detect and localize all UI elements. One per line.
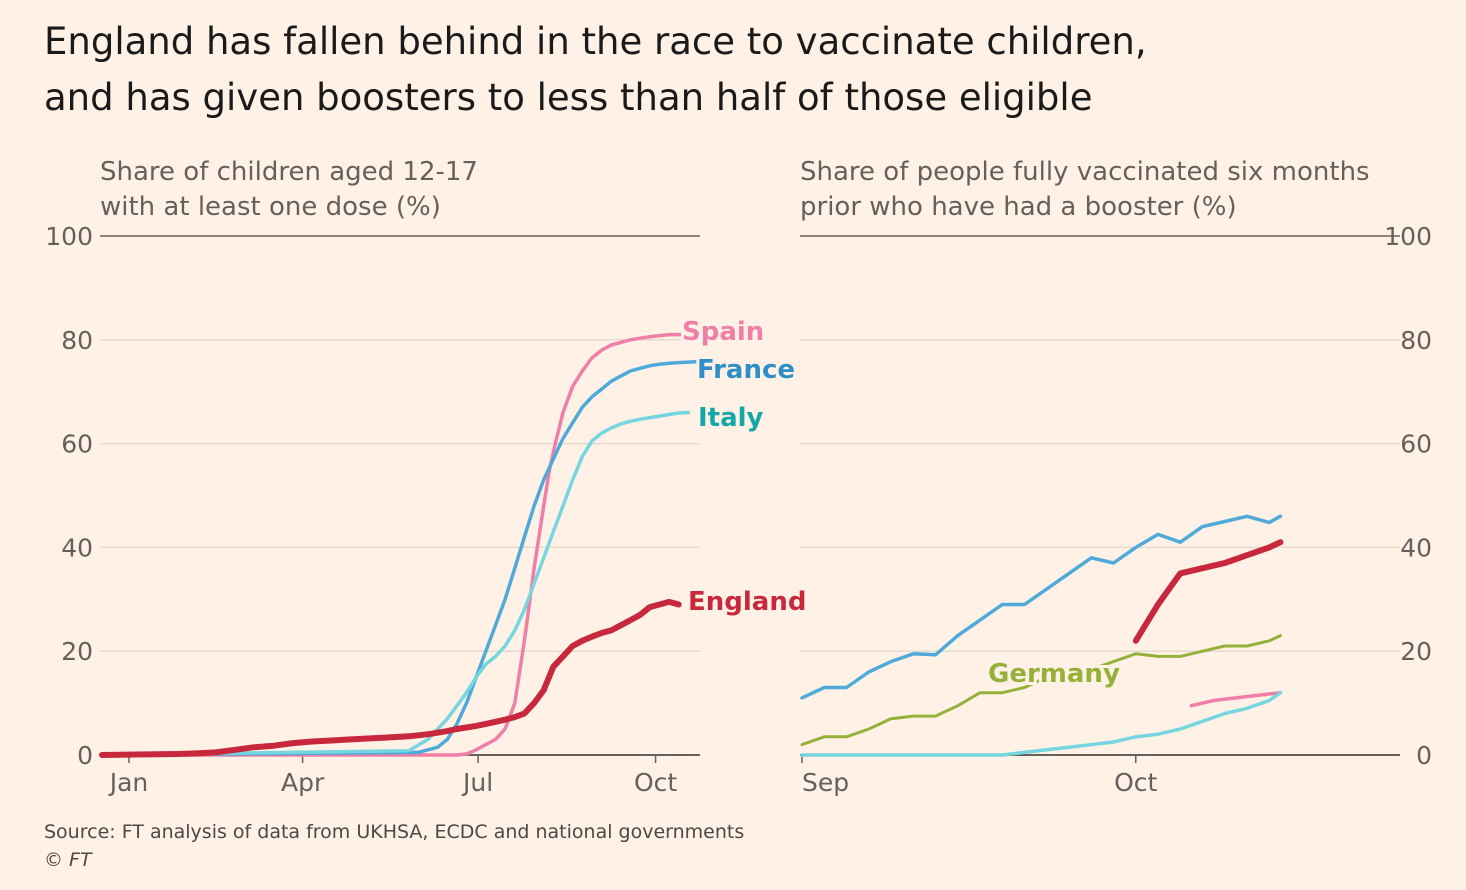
source-note: Source: FT analysis of data from UKHSA, … xyxy=(44,821,745,843)
left-xtick-label-apr: Apr xyxy=(281,768,325,797)
right-series-line-italy xyxy=(800,690,1283,757)
left-xtick-label-jul: Jul xyxy=(461,768,493,797)
right-ytick-60: 60 xyxy=(1400,430,1432,459)
right-chart-subtitle: Share of people fully vaccinated six mon… xyxy=(800,155,1370,225)
left-ytick-40: 40 xyxy=(61,533,93,562)
left-ytick-100: 100 xyxy=(45,222,93,251)
copyright-note: © FT xyxy=(44,849,92,871)
chart-title: England has fallen behind in the race to… xyxy=(44,14,1147,126)
right-ytick-20: 20 xyxy=(1400,637,1432,666)
left-subtitle-line-2: with at least one dose (%) xyxy=(100,192,441,222)
left-series-line-england xyxy=(99,598,682,758)
left-series-label-france: France xyxy=(697,355,795,385)
left-ytick-80: 80 xyxy=(61,326,93,355)
right-xtick-label-sep: Sep xyxy=(802,768,849,797)
title-line-2: and has given boosters to less than half… xyxy=(44,76,1093,119)
right-subtitle-line-1: Share of people fully vaccinated six mon… xyxy=(800,157,1370,187)
right-series-line-germany xyxy=(800,634,1282,747)
left-xtick-label-oct: Oct xyxy=(634,768,677,797)
right-series-label-germany: Germany xyxy=(988,659,1120,689)
right-subtitle-line-2: prior who have had a booster (%) xyxy=(800,192,1237,222)
left-series-line-spain xyxy=(100,332,691,757)
right-ytick-0: 0 xyxy=(1416,741,1432,770)
left-xtick-label-jan: Jan xyxy=(108,768,149,797)
left-series-label-spain: Spain xyxy=(682,317,764,347)
right-series-line-england xyxy=(1132,539,1284,644)
right-xtick-label-oct: Oct xyxy=(1114,768,1157,797)
left-subtitle-line-1: Share of children aged 12-17 xyxy=(100,157,478,187)
right-ytick-40: 40 xyxy=(1400,533,1432,562)
left-series-line-france xyxy=(100,359,700,757)
right-series-line-france xyxy=(800,514,1283,700)
left-ytick-0: 0 xyxy=(77,741,93,770)
left-series-label-italy: Italy xyxy=(698,403,764,433)
left-series-line-italy xyxy=(100,410,691,757)
left-chart-subtitle: Share of children aged 12-17 with at lea… xyxy=(100,155,478,225)
right-ytick-80: 80 xyxy=(1400,326,1432,355)
footer: Source: FT analysis of data from UKHSA, … xyxy=(44,818,744,874)
title-line-1: England has fallen behind in the race to… xyxy=(44,20,1147,63)
left-series-label-england: England xyxy=(688,587,806,617)
left-ytick-60: 60 xyxy=(61,430,93,459)
right-ytick-100: 100 xyxy=(1384,222,1432,251)
left-ytick-20: 20 xyxy=(61,637,93,666)
right-series-line-spain xyxy=(1189,690,1283,708)
